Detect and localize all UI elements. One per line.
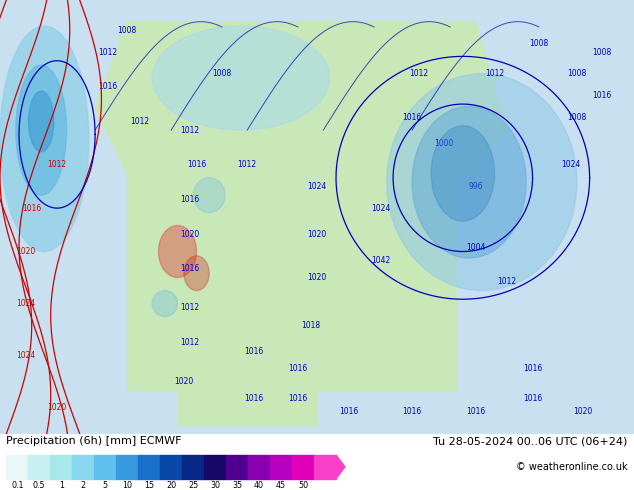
Bar bbox=[94, 455, 116, 479]
Text: 45: 45 bbox=[276, 481, 286, 490]
Text: 1012: 1012 bbox=[181, 303, 200, 313]
Text: 15: 15 bbox=[144, 481, 154, 490]
Ellipse shape bbox=[431, 126, 495, 221]
Text: 5: 5 bbox=[103, 481, 108, 490]
Text: 50: 50 bbox=[298, 481, 308, 490]
Text: 1016: 1016 bbox=[288, 364, 307, 373]
Bar bbox=[138, 455, 160, 479]
Polygon shape bbox=[127, 165, 456, 390]
Text: 1016: 1016 bbox=[403, 408, 422, 416]
Ellipse shape bbox=[152, 291, 178, 317]
Text: 1012: 1012 bbox=[181, 125, 200, 135]
Ellipse shape bbox=[0, 26, 89, 251]
Text: 1016: 1016 bbox=[181, 265, 200, 273]
Bar bbox=[204, 455, 226, 479]
Text: 1016: 1016 bbox=[181, 195, 200, 204]
Text: 1020: 1020 bbox=[16, 247, 35, 256]
Text: 1020: 1020 bbox=[48, 403, 67, 412]
Text: 1020: 1020 bbox=[307, 273, 327, 282]
Ellipse shape bbox=[193, 178, 225, 213]
Text: 1016: 1016 bbox=[403, 113, 422, 122]
Ellipse shape bbox=[152, 26, 330, 130]
Text: 1042: 1042 bbox=[371, 256, 390, 265]
Text: 1008: 1008 bbox=[117, 26, 136, 35]
Text: 1016: 1016 bbox=[288, 394, 307, 403]
Text: 1024: 1024 bbox=[561, 160, 580, 169]
Bar bbox=[292, 455, 314, 479]
Text: 1020: 1020 bbox=[307, 230, 327, 239]
Text: 1016: 1016 bbox=[22, 204, 41, 213]
Ellipse shape bbox=[412, 106, 526, 258]
Text: 1004: 1004 bbox=[466, 243, 485, 252]
Text: 1012: 1012 bbox=[498, 277, 517, 286]
Bar bbox=[50, 455, 72, 479]
Bar bbox=[72, 455, 94, 479]
Ellipse shape bbox=[16, 65, 67, 195]
Text: 1016: 1016 bbox=[98, 82, 117, 91]
Text: 1000: 1000 bbox=[434, 139, 453, 147]
Bar bbox=[160, 455, 182, 479]
Text: 25: 25 bbox=[188, 481, 198, 490]
Text: 1012: 1012 bbox=[409, 69, 428, 78]
Text: 1016: 1016 bbox=[339, 408, 358, 416]
Text: 1012: 1012 bbox=[485, 69, 504, 78]
Bar bbox=[29, 455, 50, 479]
Text: 40: 40 bbox=[254, 481, 264, 490]
Text: 1024: 1024 bbox=[16, 351, 35, 360]
Text: 1016: 1016 bbox=[187, 160, 206, 169]
Text: 1008: 1008 bbox=[529, 39, 548, 48]
Text: 1024: 1024 bbox=[16, 299, 35, 308]
Text: Tu 28-05-2024 00..06 UTC (06+24): Tu 28-05-2024 00..06 UTC (06+24) bbox=[433, 437, 628, 446]
Text: 2: 2 bbox=[81, 481, 86, 490]
Text: 1012: 1012 bbox=[130, 117, 149, 126]
Text: 1016: 1016 bbox=[523, 394, 542, 403]
Polygon shape bbox=[336, 455, 345, 479]
Bar bbox=[248, 455, 270, 479]
Text: 30: 30 bbox=[210, 481, 220, 490]
Bar bbox=[6, 455, 29, 479]
Text: 10: 10 bbox=[122, 481, 133, 490]
Bar bbox=[270, 455, 292, 479]
Text: © weatheronline.co.uk: © weatheronline.co.uk bbox=[516, 463, 628, 472]
Text: 1024: 1024 bbox=[307, 182, 327, 191]
Bar bbox=[182, 455, 204, 479]
Text: 1012: 1012 bbox=[98, 48, 117, 56]
Ellipse shape bbox=[387, 74, 577, 291]
Text: 1: 1 bbox=[59, 481, 64, 490]
Text: 1016: 1016 bbox=[593, 91, 612, 100]
Ellipse shape bbox=[158, 225, 197, 277]
Text: 1018: 1018 bbox=[301, 321, 320, 330]
Text: 1020: 1020 bbox=[174, 377, 193, 386]
Text: 1012: 1012 bbox=[238, 160, 257, 169]
Text: 1008: 1008 bbox=[212, 69, 231, 78]
Text: 1016: 1016 bbox=[244, 347, 263, 356]
Text: 1012: 1012 bbox=[48, 160, 67, 169]
Ellipse shape bbox=[184, 256, 209, 291]
Text: 1016: 1016 bbox=[466, 408, 485, 416]
Text: 1008: 1008 bbox=[593, 48, 612, 56]
Text: 1020: 1020 bbox=[181, 230, 200, 239]
Ellipse shape bbox=[29, 91, 54, 152]
Text: 1008: 1008 bbox=[567, 113, 586, 122]
Text: 996: 996 bbox=[468, 182, 483, 191]
Text: 0.1: 0.1 bbox=[11, 481, 23, 490]
Text: 20: 20 bbox=[166, 481, 176, 490]
Bar bbox=[314, 455, 336, 479]
Text: 1016: 1016 bbox=[244, 394, 263, 403]
Text: 0.5: 0.5 bbox=[33, 481, 46, 490]
Text: 1016: 1016 bbox=[523, 364, 542, 373]
Text: 1024: 1024 bbox=[371, 204, 390, 213]
Text: 1020: 1020 bbox=[574, 408, 593, 416]
Polygon shape bbox=[178, 382, 317, 425]
Text: 1008: 1008 bbox=[567, 69, 586, 78]
Text: 1012: 1012 bbox=[181, 338, 200, 347]
Bar bbox=[116, 455, 138, 479]
Polygon shape bbox=[95, 22, 507, 173]
Text: 35: 35 bbox=[232, 481, 242, 490]
Text: Precipitation (6h) [mm] ECMWF: Precipitation (6h) [mm] ECMWF bbox=[6, 437, 182, 446]
Bar bbox=[226, 455, 248, 479]
